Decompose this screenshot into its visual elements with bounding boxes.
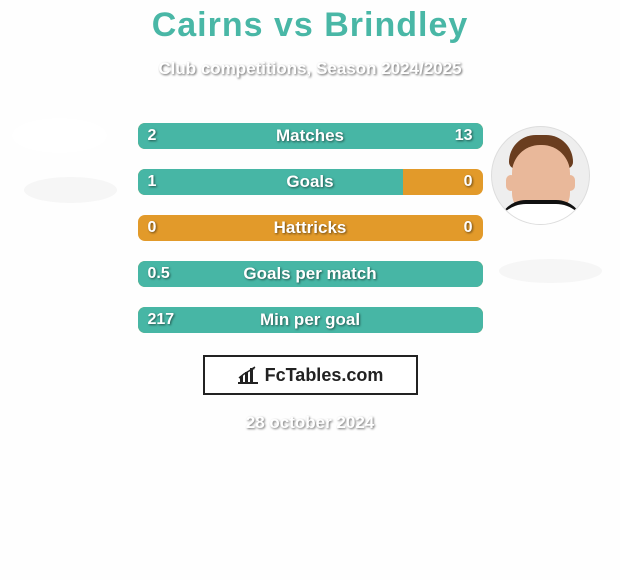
subtitle: Club competitions, Season 2024/2025 [0, 59, 620, 79]
page-title: Cairns vs Brindley [0, 6, 620, 45]
brand-box: FcTables.com [203, 355, 418, 395]
player-right-face-icon [492, 127, 589, 224]
title-player-left: Cairns [152, 6, 264, 44]
player-right-avatar-shadow [499, 259, 602, 283]
stat-row: 10Goals [138, 169, 483, 195]
stat-row: 0.5Goals per match [138, 261, 483, 287]
stat-label: Goals per match [138, 261, 483, 287]
stat-row: 00Hattricks [138, 215, 483, 241]
stat-row: 217Min per goal [138, 307, 483, 333]
title-vs: vs [264, 6, 325, 44]
stat-row: 213Matches [138, 123, 483, 149]
player-right-avatar [491, 126, 590, 225]
player-left-avatar [12, 118, 107, 153]
stat-label: Matches [138, 123, 483, 149]
bar-chart-icon [237, 366, 259, 384]
comparison-infographic: Cairns vs Brindley Club competitions, Se… [0, 0, 620, 580]
stat-label: Hattricks [138, 215, 483, 241]
player-left-avatar-shadow [24, 177, 117, 203]
date-line: 28 october 2024 [0, 413, 620, 433]
stat-label: Goals [138, 169, 483, 195]
title-player-right: Brindley [324, 6, 468, 44]
brand-text: FcTables.com [265, 365, 384, 386]
stats-bars: 213Matches 10Goals 00Hattricks 0.5Goals per… [138, 123, 483, 333]
stat-label: Min per goal [138, 307, 483, 333]
